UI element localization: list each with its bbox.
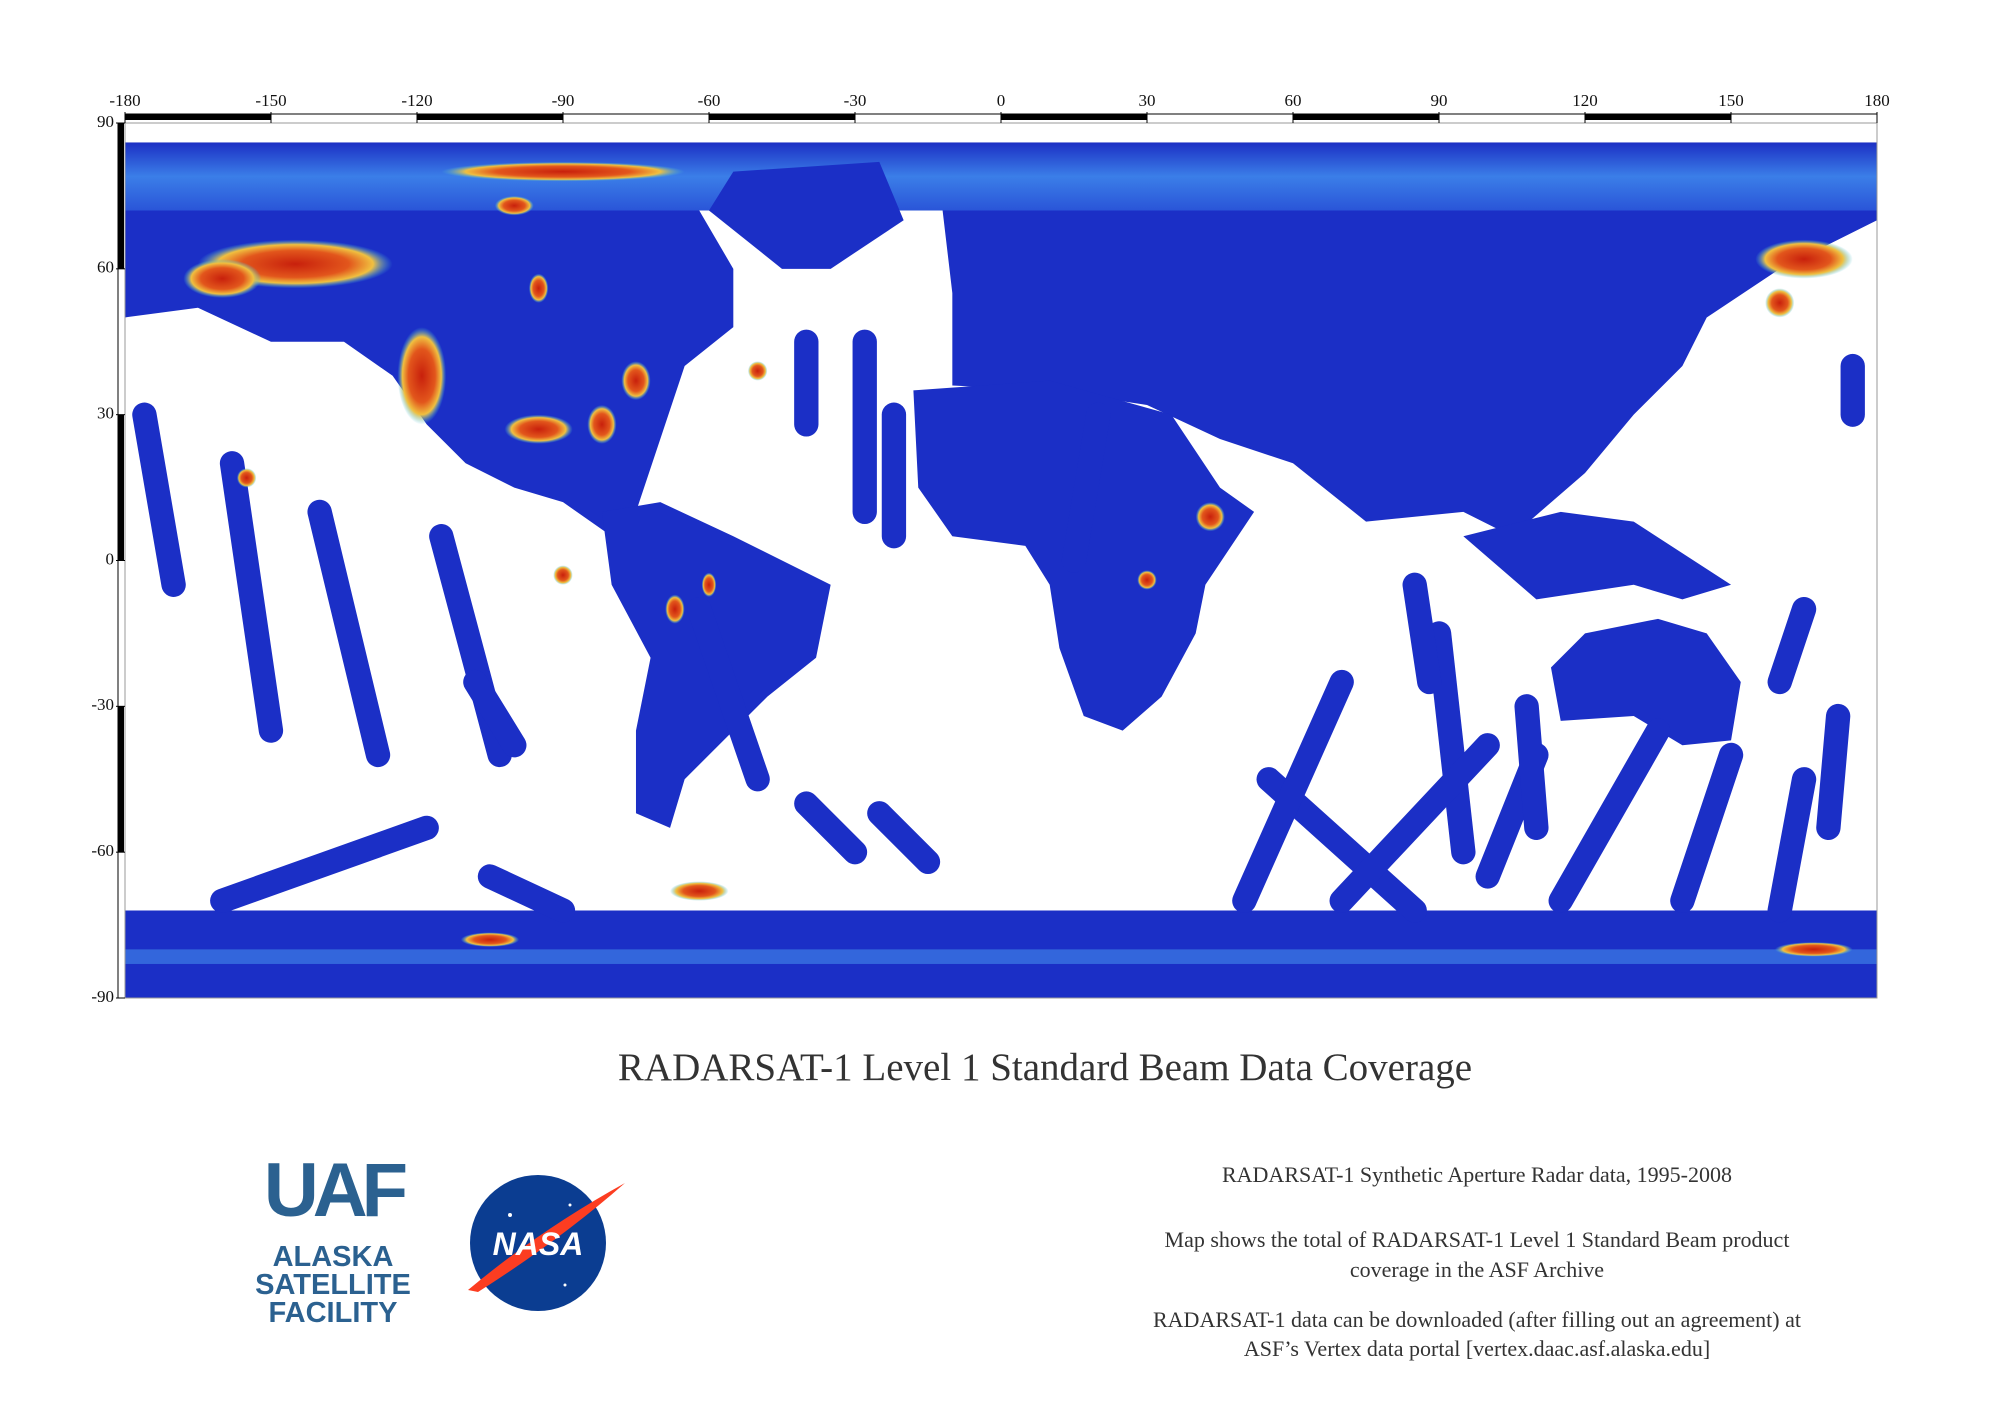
uaf-logo: UAF ALASKA SATELLITE FACILITY xyxy=(255,1148,412,1329)
ruler-segment xyxy=(1293,114,1439,120)
lon-tick-label: -150 xyxy=(255,91,286,110)
lat-tick-label: -30 xyxy=(91,695,114,714)
lat-tick-label: 30 xyxy=(97,404,114,423)
lat-tick-label: -90 xyxy=(91,987,114,1006)
lat-tick-label: 0 xyxy=(106,549,115,568)
lon-tick-label: 30 xyxy=(1139,91,1156,110)
note: ASF’s Vertex data portal [vertex.daac.as… xyxy=(1244,1336,1710,1361)
nasa-mark: NASA xyxy=(493,1226,584,1262)
lon-tick-label: 180 xyxy=(1864,91,1890,110)
ruler-segment xyxy=(125,114,271,120)
lon-tick-label: -180 xyxy=(109,91,140,110)
lon-tick-label: -120 xyxy=(401,91,432,110)
note: Map shows the total of RADARSAT-1 Level … xyxy=(1165,1227,1790,1252)
lon-tick-label: -90 xyxy=(552,91,575,110)
ruler-segment xyxy=(118,123,124,269)
lon-tick-label: -60 xyxy=(698,91,721,110)
uaf-line: ALASKA xyxy=(273,1241,394,1273)
lon-tick-label: 150 xyxy=(1718,91,1744,110)
uaf-line: FACILITY xyxy=(269,1297,398,1329)
ruler-segment xyxy=(709,114,855,120)
ruler-segment xyxy=(118,706,124,853)
note: coverage in the ASF Archive xyxy=(1350,1257,1604,1282)
uaf-line: SATELLITE xyxy=(255,1269,411,1301)
lon-tick-label: 120 xyxy=(1572,91,1598,110)
lon-tick-label: 0 xyxy=(997,91,1006,110)
lon-tick-label: 60 xyxy=(1285,91,1302,110)
ruler-segment xyxy=(1001,114,1147,120)
lat-tick-label: 60 xyxy=(97,258,114,277)
lat-tick-label: 90 xyxy=(97,112,114,131)
note: RADARSAT-1 data can be downloaded (after… xyxy=(1153,1307,1801,1332)
note: RADARSAT-1 Synthetic Aperture Radar data… xyxy=(1222,1162,1732,1187)
title: RADARSAT-1 Level 1 Standard Beam Data Co… xyxy=(618,1046,1472,1089)
lon-tick-label: 90 xyxy=(1431,91,1448,110)
ruler-segment xyxy=(417,114,563,120)
nasa-logo: NASA xyxy=(468,1175,625,1311)
lat-tick-label: -60 xyxy=(91,841,114,860)
ruler-segment xyxy=(1585,114,1731,120)
ticks: -180 -150 -120 -90 -60 -30 0 30 60 90 120 150 180 90 6… xyxy=(91,91,1889,1006)
lon-tick-label: -30 xyxy=(844,91,867,110)
ruler-segment xyxy=(118,414,124,561)
nasa-swoosh xyxy=(468,1183,625,1292)
uaf-mark: UAF xyxy=(264,1148,406,1233)
notes: RADARSAT-1 Synthetic Aperture Radar data… xyxy=(1153,1162,1801,1361)
coverage-map xyxy=(125,142,1877,998)
